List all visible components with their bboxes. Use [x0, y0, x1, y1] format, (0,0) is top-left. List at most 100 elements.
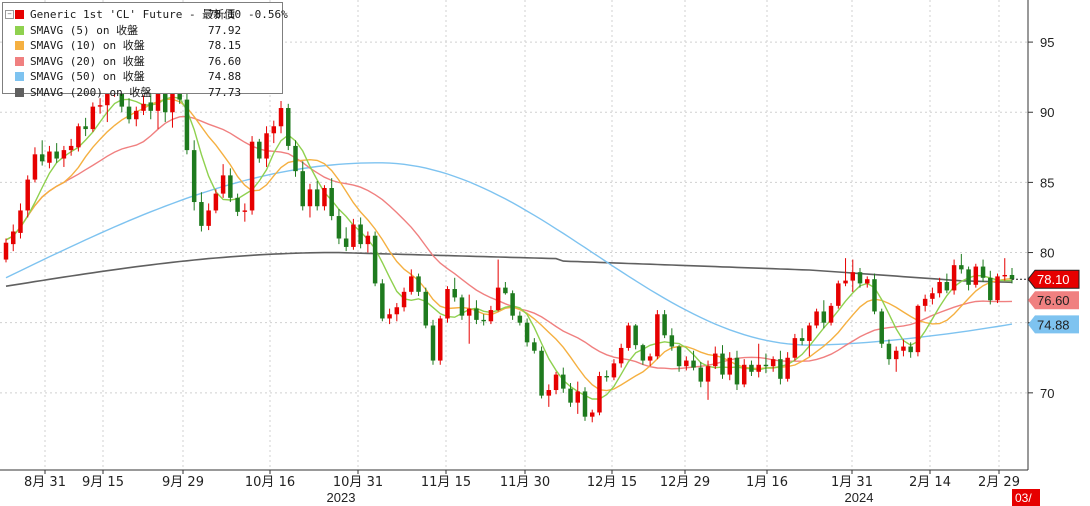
- candle: [973, 263, 979, 288]
- last-value-tag: 76.60: [1028, 291, 1079, 310]
- candle-body: [438, 318, 443, 361]
- candle-body: [980, 266, 986, 278]
- candle: [561, 367, 566, 393]
- candle: [836, 280, 841, 309]
- y-tick-label: 90: [1040, 105, 1054, 120]
- candle: [510, 290, 515, 320]
- candle-body: [517, 315, 523, 323]
- candle-body: [807, 325, 812, 341]
- legend-series-value: 78.15: [208, 39, 242, 52]
- legend-series-change: -0.56%: [248, 8, 288, 21]
- last-value-tag: 78.10: [1027, 269, 1080, 289]
- candle-body: [271, 126, 277, 134]
- y-tick-label: 95: [1040, 35, 1054, 50]
- legend-entry: SMAVG (5) on 收盤 77.92: [3, 23, 282, 39]
- candle-body: [872, 279, 877, 312]
- legend-series-name: SMAVG (5) on 收盤: [30, 23, 139, 37]
- candle: [886, 339, 892, 365]
- candle: [532, 338, 537, 354]
- candle-body: [257, 141, 262, 159]
- candle: [669, 328, 675, 351]
- candle-body: [828, 305, 834, 323]
- candle: [495, 259, 501, 312]
- candle: [68, 138, 74, 156]
- candle: [741, 359, 747, 388]
- legend-series-value: 78.10: [208, 8, 242, 21]
- x-tick-label: 2月 14: [909, 475, 951, 490]
- x-tick-label: 9月 15: [82, 475, 124, 490]
- candle: [387, 308, 392, 325]
- candle: [481, 314, 486, 326]
- candle-body: [792, 338, 798, 358]
- candle: [995, 273, 1000, 304]
- candle-body: [409, 276, 414, 292]
- candle: [264, 126, 269, 167]
- candle-body: [264, 133, 269, 159]
- candle-body: [589, 412, 595, 417]
- candle: [893, 346, 899, 372]
- candle: [286, 103, 291, 151]
- candle-body: [170, 94, 175, 113]
- candle-body: [54, 151, 59, 159]
- candle-body: [249, 141, 255, 211]
- x-year-label: 2023: [327, 490, 356, 505]
- candle-body: [329, 188, 334, 217]
- candle: [568, 383, 573, 407]
- last-value-tag-text: 76.60: [1037, 293, 1070, 308]
- candle: [409, 269, 414, 295]
- legend-series-value: 74.88: [208, 70, 242, 83]
- candle: [445, 286, 450, 323]
- candle-body: [416, 276, 421, 292]
- legend-entry: SMAVG (10) on 收盤 78.15: [3, 38, 282, 54]
- candle-body: [734, 357, 740, 385]
- collapse-icon[interactable]: −: [5, 10, 14, 19]
- legend-series-value: 76.60: [208, 54, 242, 68]
- candle: [278, 101, 284, 134]
- candle: [539, 346, 544, 399]
- candle-body: [988, 277, 993, 301]
- legend-swatch: [15, 10, 24, 19]
- candle: [90, 102, 96, 132]
- candle: [727, 352, 732, 381]
- legend-swatch: [15, 72, 24, 81]
- candle: [307, 183, 313, 218]
- candle-body: [655, 314, 660, 357]
- candle-body: [944, 282, 950, 291]
- candle-body: [597, 376, 602, 413]
- legend-entry: SMAVG (50) on 收盤 74.88: [3, 69, 282, 85]
- candle: [184, 94, 190, 155]
- candle-body: [662, 314, 667, 336]
- candle: [322, 185, 327, 211]
- candle-body: [799, 338, 805, 341]
- candle-body: [843, 280, 848, 284]
- candle-body: [770, 359, 776, 367]
- candle-body: [553, 374, 559, 391]
- candle-body: [466, 308, 472, 316]
- candle-body: [908, 346, 913, 353]
- candle-body: [647, 356, 653, 361]
- candle: [134, 106, 139, 127]
- candle: [698, 361, 704, 388]
- legend-series-name: SMAVG (50) on 收盤: [30, 70, 145, 83]
- candle-body: [358, 224, 363, 245]
- candle: [423, 287, 429, 329]
- candle: [807, 322, 812, 357]
- candle-body: [401, 291, 407, 308]
- candle-body: [720, 353, 725, 375]
- candle-body: [286, 108, 291, 146]
- candle-body: [336, 216, 342, 239]
- candle: [524, 318, 530, 347]
- candle: [778, 350, 783, 385]
- candle-body: [61, 150, 67, 159]
- candle-body: [901, 346, 906, 351]
- candle: [257, 138, 262, 163]
- candle-body: [857, 272, 863, 284]
- candle: [242, 203, 248, 222]
- candle-body: [886, 343, 892, 360]
- candle: [452, 277, 457, 302]
- candle: [908, 342, 913, 358]
- candle: [32, 147, 38, 183]
- candle-body: [821, 311, 827, 323]
- x-tick-label: 11月 30: [500, 475, 550, 490]
- candle: [97, 98, 103, 114]
